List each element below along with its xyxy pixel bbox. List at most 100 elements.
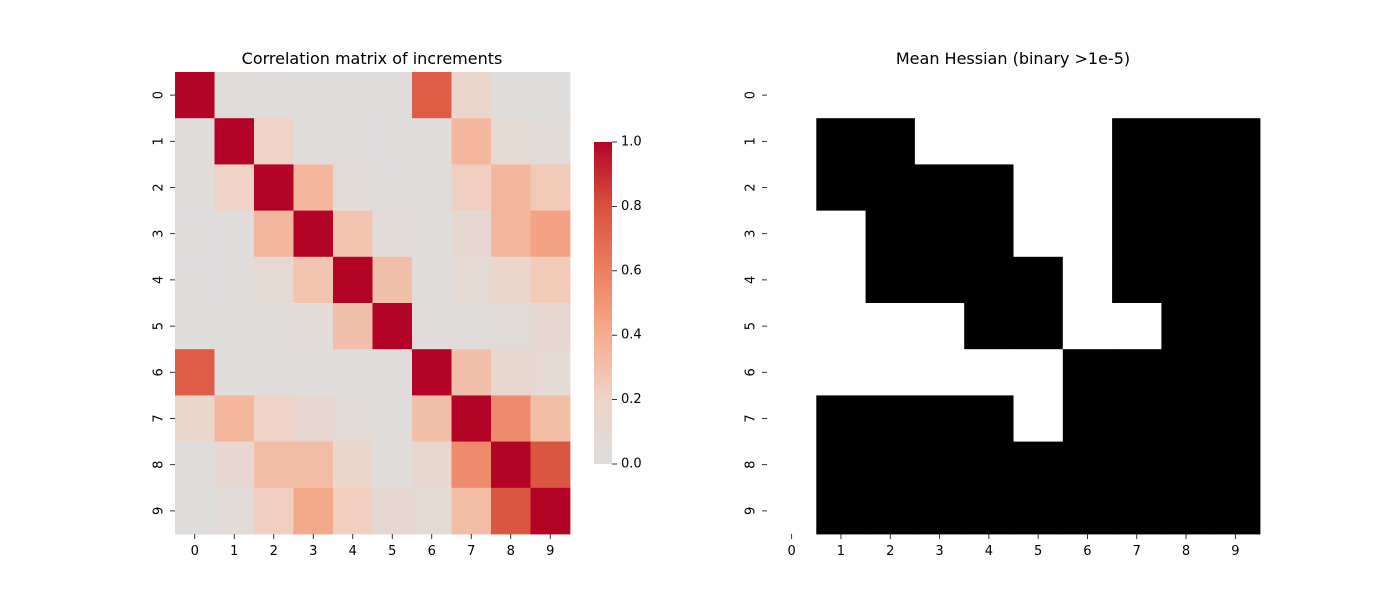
cell-7-8 [491, 395, 531, 442]
cell-2-1 [816, 164, 866, 211]
cell-2-2 [865, 164, 916, 211]
cell-4-8 [1161, 256, 1212, 304]
cell-3-7 [451, 210, 492, 258]
cell-3-0 [767, 210, 817, 258]
x-tick-label-0: 0 [191, 544, 199, 559]
x-tick-label-6: 6 [428, 544, 436, 559]
cell-2-8 [491, 164, 531, 211]
cell-0-5 [372, 72, 413, 119]
cell-9-7 [1112, 487, 1162, 535]
cell-6-7 [451, 349, 492, 396]
cell-7-7 [1112, 395, 1162, 442]
cell-5-4 [333, 303, 373, 350]
cell-4-1 [816, 256, 866, 304]
y-tick-label-7: 7 [152, 414, 167, 422]
cell-3-9 [530, 210, 571, 258]
cell-0-4 [333, 72, 373, 119]
colorbar-tick-label-5: 1.0 [621, 135, 642, 150]
cell-7-3 [914, 395, 965, 442]
cell-2-6 [1062, 164, 1113, 211]
colorbar-tick-label-0: 0.0 [621, 457, 642, 472]
cell-0-4 [964, 72, 1014, 119]
cell-6-3 [914, 349, 965, 396]
cell-0-8 [491, 72, 531, 119]
cell-2-0 [175, 164, 215, 211]
correlation-panel: Correlation matrix of increments 0 1 2 3 4 5 6… [152, 49, 571, 559]
cell-5-5 [1013, 303, 1064, 350]
cell-4-8 [491, 256, 531, 304]
cell-7-7 [451, 395, 492, 442]
cell-0-2 [865, 72, 916, 119]
y-tick-label-6: 6 [152, 368, 167, 376]
x-tick-label-7: 7 [1133, 544, 1141, 559]
cell-6-7 [1112, 349, 1162, 396]
cell-8-5 [372, 441, 413, 489]
cell-0-5 [1013, 72, 1064, 119]
cell-0-2 [254, 72, 294, 119]
cell-1-2 [865, 118, 916, 165]
y-tick-label-0: 0 [152, 91, 167, 99]
cell-3-0 [175, 210, 215, 258]
colorbar-gradient [594, 142, 612, 464]
cell-1-8 [491, 118, 531, 165]
cell-8-4 [333, 441, 373, 489]
cell-4-0 [767, 256, 817, 304]
cell-4-0 [175, 256, 215, 304]
colorbar-tick-label-4: 0.8 [621, 199, 642, 214]
cell-5-5 [372, 303, 413, 350]
cell-6-3 [293, 349, 334, 396]
y-tick-label-4: 4 [744, 276, 759, 284]
cell-8-7 [451, 441, 492, 489]
cell-9-9 [1210, 487, 1261, 535]
colorbar-tick-label-3: 0.6 [621, 263, 642, 278]
x-tick-label-2: 2 [270, 544, 278, 559]
cell-1-1 [816, 118, 866, 165]
hessian-title: Mean Hessian (binary >1e-5) [896, 49, 1130, 68]
cell-2-6 [412, 164, 452, 211]
cell-8-8 [491, 441, 531, 489]
cell-2-5 [1013, 164, 1064, 211]
cell-7-3 [293, 395, 334, 442]
cell-0-7 [451, 72, 492, 119]
y-tick-label-0: 0 [744, 91, 759, 99]
cell-9-6 [412, 487, 452, 535]
cell-7-4 [964, 395, 1014, 442]
cell-5-7 [1112, 303, 1162, 350]
cell-3-1 [214, 210, 255, 258]
cell-5-0 [175, 303, 215, 350]
cell-6-5 [372, 349, 413, 396]
cell-1-0 [175, 118, 215, 165]
cell-3-7 [1112, 210, 1162, 258]
cell-6-1 [816, 349, 866, 396]
cell-2-0 [767, 164, 817, 211]
cell-3-2 [254, 210, 294, 258]
cell-9-5 [372, 487, 413, 535]
cell-1-8 [1161, 118, 1212, 165]
cell-4-2 [865, 256, 916, 304]
cell-8-1 [214, 441, 255, 489]
cell-0-8 [1161, 72, 1212, 119]
cell-6-5 [1013, 349, 1064, 396]
correlation-x-ticks: 0 1 2 3 4 5 6 7 8 9 [191, 534, 554, 559]
cell-9-5 [1013, 487, 1064, 535]
cell-3-4 [333, 210, 373, 258]
x-tick-label-5: 5 [1034, 544, 1042, 559]
cell-7-8 [1161, 395, 1212, 442]
hessian-panel: Mean Hessian (binary >1e-5) 0 1 2 3 4 5 6 7 8 9 0… [744, 49, 1261, 559]
cell-6-8 [1161, 349, 1212, 396]
x-tick-label-8: 8 [1182, 544, 1190, 559]
cell-2-4 [333, 164, 373, 211]
cell-7-2 [865, 395, 916, 442]
y-tick-label-9: 9 [744, 507, 759, 515]
cell-5-1 [816, 303, 866, 350]
cell-5-8 [1161, 303, 1212, 350]
cell-3-6 [412, 210, 452, 258]
y-tick-label-8: 8 [744, 461, 759, 469]
cell-2-2 [254, 164, 294, 211]
cell-1-1 [214, 118, 255, 165]
cell-8-0 [767, 441, 817, 489]
y-tick-label-5: 5 [152, 322, 167, 330]
cell-0-1 [214, 72, 255, 119]
y-tick-label-1: 1 [152, 137, 167, 145]
